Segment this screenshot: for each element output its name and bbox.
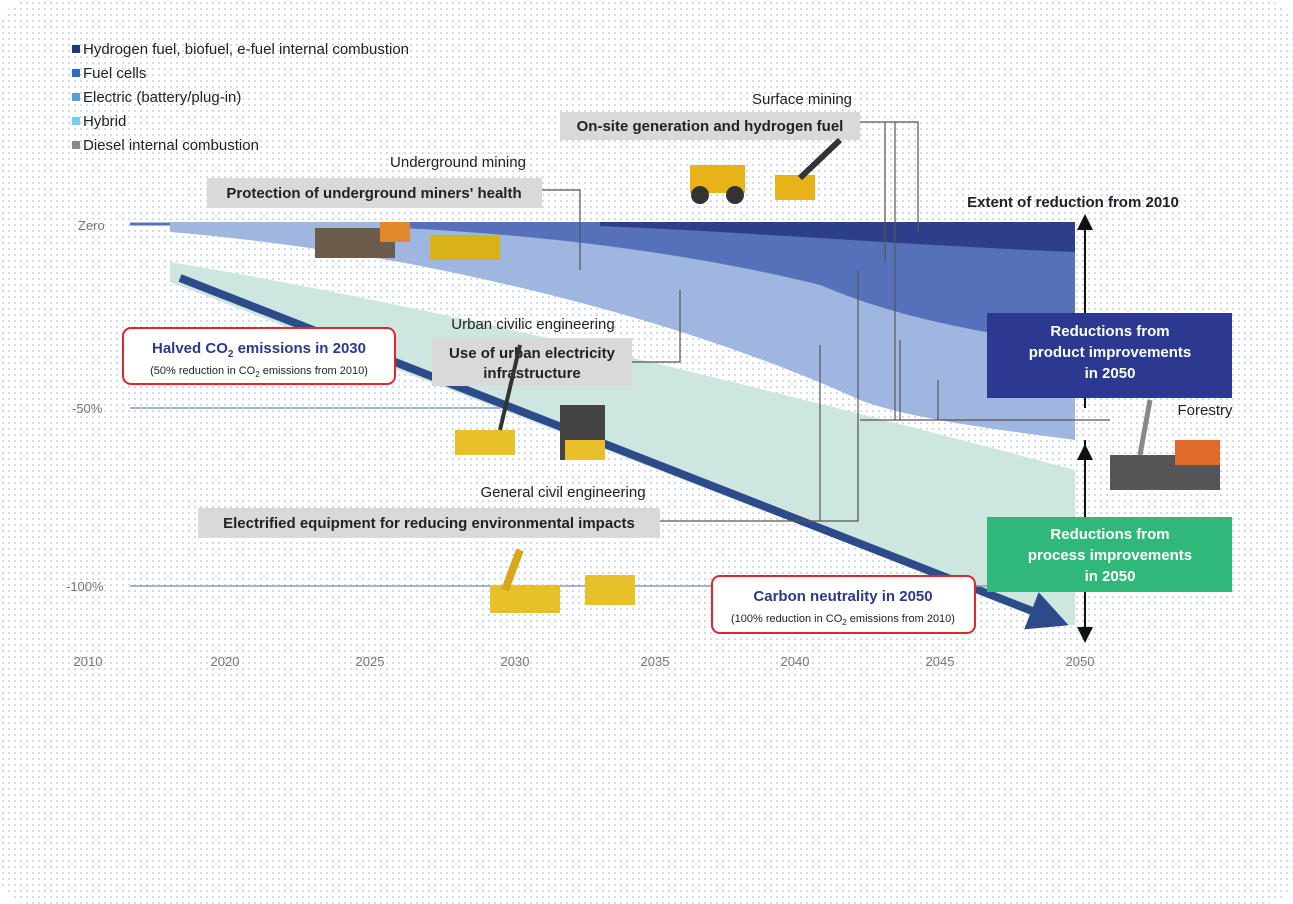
x-label: 2035 — [641, 654, 670, 669]
y-label: -100% — [66, 579, 104, 594]
legend-swatch — [72, 45, 80, 53]
section-title: Underground mining — [390, 154, 526, 171]
machine — [455, 430, 515, 455]
machine — [691, 186, 709, 204]
legend-swatch — [72, 93, 80, 101]
section-label: Protection of underground miners' health — [226, 185, 521, 202]
section-title: Urban civilic engineering — [451, 316, 614, 333]
text-part: emissions in 2030 — [233, 340, 366, 357]
legend-swatch — [72, 141, 80, 149]
machine — [490, 585, 560, 613]
product-text: in 2050 — [1085, 365, 1136, 382]
section-label: Use of urban electricity — [449, 345, 616, 362]
x-label: 2020 — [211, 654, 240, 669]
x-label: 2030 — [501, 654, 530, 669]
legend-swatch — [72, 117, 80, 125]
machine — [380, 222, 410, 242]
machine — [430, 235, 500, 260]
process-text: process improvements — [1028, 547, 1192, 564]
process-text: in 2050 — [1085, 568, 1136, 585]
section-title: General civil engineering — [480, 484, 645, 501]
section-title: Forestry — [1177, 402, 1233, 419]
machine — [565, 440, 605, 460]
machine — [726, 186, 744, 204]
x-label: 2025 — [356, 654, 385, 669]
infographic: Hydrogen fuel, biofuel, e-fuel internal … — [0, 0, 1293, 904]
legend-label: Diesel internal combustion — [83, 137, 259, 154]
text-part: emissions from 2010) — [260, 365, 368, 377]
x-label: 2045 — [926, 654, 955, 669]
y-label: Zero — [78, 218, 105, 233]
x-label: 2040 — [781, 654, 810, 669]
legend-label: Hybrid — [83, 113, 126, 130]
section-label: On-site generation and hydrogen fuel — [577, 118, 844, 135]
target-title: Carbon neutrality in 2050 — [753, 588, 932, 605]
text-part: (50% reduction in CO — [150, 365, 256, 377]
section-label: infrastructure — [483, 365, 581, 382]
legend-label: Electric (battery/plug-in) — [83, 89, 241, 106]
product-text: Reductions from — [1050, 323, 1169, 340]
text-part: emissions from 2010) — [847, 613, 955, 625]
machine — [1175, 440, 1220, 465]
section-label: Electrified equipment for reducing envir… — [223, 515, 635, 532]
product-text: product improvements — [1029, 344, 1192, 361]
legend-label: Fuel cells — [83, 65, 146, 82]
extent-title: Extent of reduction from 2010 — [967, 194, 1179, 211]
process-text: Reductions from — [1050, 526, 1169, 543]
x-label: 2010 — [74, 654, 103, 669]
target-note: (50% reduction in CO2 emissions from 201… — [150, 365, 368, 379]
y-label: -50% — [72, 401, 103, 416]
x-label: 2050 — [1066, 654, 1095, 669]
text-part: (100% reduction in CO — [731, 613, 843, 625]
section-title: Surface mining — [752, 91, 852, 108]
legend-swatch — [72, 69, 80, 77]
machine — [775, 175, 815, 200]
machine — [585, 575, 635, 605]
legend-label: Hydrogen fuel, biofuel, e-fuel internal … — [83, 41, 409, 58]
text-part: Halved CO — [152, 340, 228, 357]
